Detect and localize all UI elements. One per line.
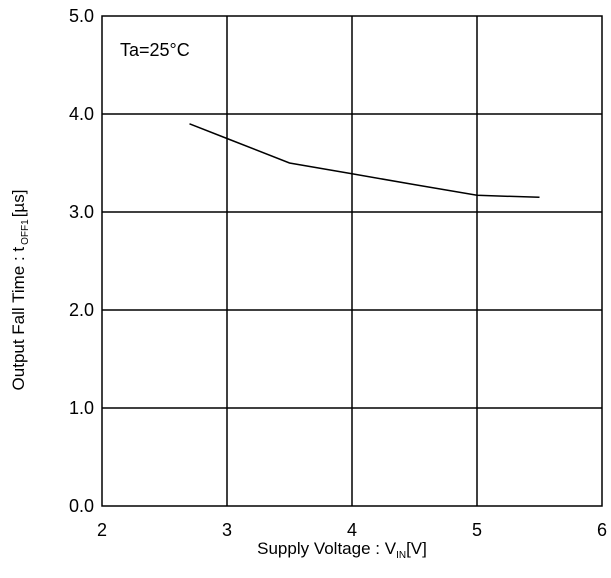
x-axis-label-unit: [V]: [406, 539, 427, 558]
x-axis-label-subscript: IN: [396, 550, 406, 561]
grid: [102, 16, 602, 506]
x-tick-label: 2: [97, 520, 107, 540]
x-tick-label: 6: [597, 520, 607, 540]
y-tick-label: 1.0: [69, 398, 94, 418]
y-axis-label-main: Output Fall Time : t: [9, 247, 28, 391]
y-tick-label: 5.0: [69, 6, 94, 26]
plot-border: [101, 15, 603, 507]
x-tick-label: 4: [347, 520, 357, 540]
x-axis-label: Supply Voltage : VIN[V]: [257, 539, 427, 561]
y-axis-label: Output Fall Time : t OFF1[µs]: [9, 190, 31, 391]
x-tick-label: 5: [472, 520, 482, 540]
y-tick-label: 3.0: [69, 202, 94, 222]
x-tick-label: 3: [222, 520, 232, 540]
y-tick-label: 2.0: [69, 300, 94, 320]
series-line-0: [189, 123, 540, 199]
y-tick-label: 0.0: [69, 496, 94, 516]
x-axis-label-main: Supply Voltage : V: [257, 539, 397, 558]
temperature-annotation: Ta=25°C: [120, 40, 190, 60]
series-layer: [189, 123, 540, 199]
tick-labels: 2 3 4 5 6 0.0 1.0 2.0 3.0 4.0 5.0: [69, 6, 607, 540]
y-axis-label-subscript: OFF1: [20, 219, 31, 245]
y-tick-label: 4.0: [69, 104, 94, 124]
plot-frame: [101, 15, 603, 507]
y-axis-label-unit: [µs]: [9, 190, 28, 218]
